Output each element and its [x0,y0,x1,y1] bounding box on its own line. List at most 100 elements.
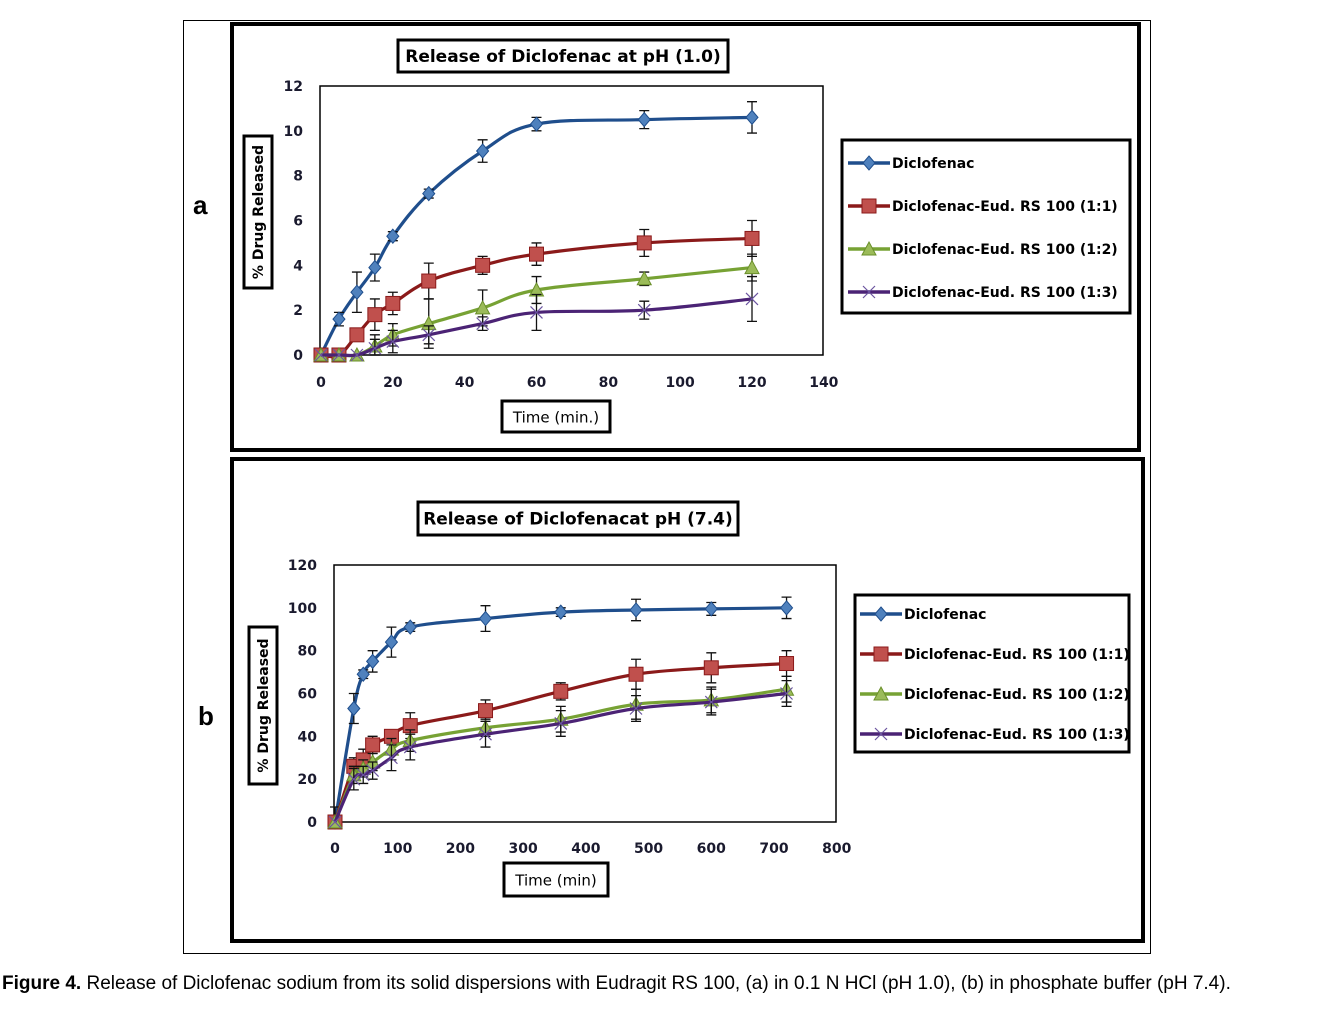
x-tick-label: 140 [809,375,838,391]
y-tick-label: 60 [298,687,318,703]
legend-entry: Diclofenac-Eud. RS 100 (1:1) [860,646,1130,663]
series-line [333,691,787,823]
data-point [704,695,718,709]
caption-label: Figure 4. [2,973,82,994]
data-point [314,348,328,362]
series-3 [328,680,793,829]
legend-label: Diclofenac [892,156,974,172]
y-tick-label: 12 [284,79,303,95]
data-point [474,299,491,315]
data-point [368,341,382,355]
legend-label: Diclofenac-Eud. RS 100 (1:1) [904,647,1130,663]
x-tick-label: 40 [455,375,475,391]
data-point [421,273,437,289]
y-tick-label: 0 [293,348,303,364]
data-point [328,815,342,829]
y-tick-label: 2 [293,303,303,319]
data-point [365,653,380,670]
series-0 [328,596,794,830]
data-point [629,602,643,618]
legend-entry: Diclofenac-Eud. RS 100 (1:1) [848,198,1118,215]
x-tick-label: 80 [599,375,619,391]
data-point [530,305,543,319]
y-axis-label-box [242,134,274,290]
figure-caption: Figure 4. Release of Diclofenac sodium f… [2,970,1340,998]
data-point [529,246,544,262]
chart-title: Release of Diclofenac at pH (1.0) [405,47,721,67]
data-point [332,348,346,362]
y-axis-label: % Drug Released [256,638,272,772]
x-axis-label: Time (min) [514,872,596,890]
series-3 [314,275,759,362]
x-tick-label: 500 [634,841,663,857]
data-point [744,230,760,246]
data-point [356,768,370,782]
data-point [386,228,400,244]
data-point [553,683,569,699]
legend-entry: Diclofenac-Eud. RS 100 (1:2) [860,685,1130,703]
data-point [478,703,494,719]
data-point [365,737,381,753]
legend-label: Diclofenac-Eud. RS 100 (1:2) [892,242,1118,258]
data-point [385,751,398,765]
data-point [703,660,719,676]
chart-a: Release of Diclofenac at pH (1.0) 0 2 4 6 8 10… [230,22,1141,452]
x-axis-label-box [502,861,610,898]
legend-label: Diclofenac [904,607,986,623]
legend-entry: Diclofenac-Eud. RS 100 (1:2) [848,240,1118,258]
x-tick-label: 800 [822,841,851,857]
data-point [629,702,643,715]
x-axis-label: Time (min.) [512,409,599,427]
legend-marker [861,240,877,256]
legend-entry: Diclofenac-Eud. RS 100 (1:3) [848,285,1118,301]
y-tick-label: 80 [298,644,318,660]
data-point [554,717,568,730]
x-tick-label: 300 [509,841,538,857]
x-tick-label: 100 [383,841,412,857]
chart-title-box [416,500,740,537]
data-point [350,284,364,301]
data-point [780,687,793,700]
y-tick-label: 100 [288,601,317,617]
data-point [529,116,544,132]
legend-entry: Diclofenac [860,606,986,623]
data-point [478,610,493,627]
data-point [637,111,651,128]
y-tick-label: 0 [307,815,317,831]
x-tick-label: 100 [666,375,695,391]
data-point [479,727,492,741]
legend-box [853,593,1131,754]
data-point [779,656,795,672]
legend-entry: Diclofenac [848,155,974,172]
caption-text: Release of Diclofenac sodium from its so… [86,973,1231,994]
x-tick-label: 200 [446,841,475,857]
data-point [349,327,365,343]
chart-b: Release of Diclofenacat pH (7.4) 0 20 40 60 8… [230,457,1145,943]
data-point [554,604,568,620]
data-point [385,295,401,311]
data-point [475,143,490,159]
data-point [744,259,760,275]
data-point [422,185,436,202]
y-tick-label: 8 [293,169,303,185]
data-point [347,700,361,717]
data-point [403,619,417,635]
data-point [356,666,370,682]
y-axis-label: % Drug Released [251,145,267,279]
legend-marker [874,606,888,622]
data-point [386,335,400,348]
y-tick-label: 120 [288,558,317,574]
data-point [475,257,491,273]
y-axis-label-box [247,625,279,786]
legend-label: Diclofenac-Eud. RS 100 (1:3) [892,285,1118,301]
legend-marker [861,198,877,214]
x-tick-label: 600 [697,841,726,857]
legend-label: Diclofenac-Eud. RS 100 (1:2) [904,687,1130,703]
data-point [636,235,652,251]
legend-entry: Diclofenac-Eud. RS 100 (1:3) [860,727,1130,743]
data-point [637,303,651,317]
legend-label: Diclofenac-Eud. RS 100 (1:1) [892,199,1118,215]
x-tick-label: 400 [571,841,600,857]
legend-marker [862,155,876,171]
data-point [350,348,364,362]
